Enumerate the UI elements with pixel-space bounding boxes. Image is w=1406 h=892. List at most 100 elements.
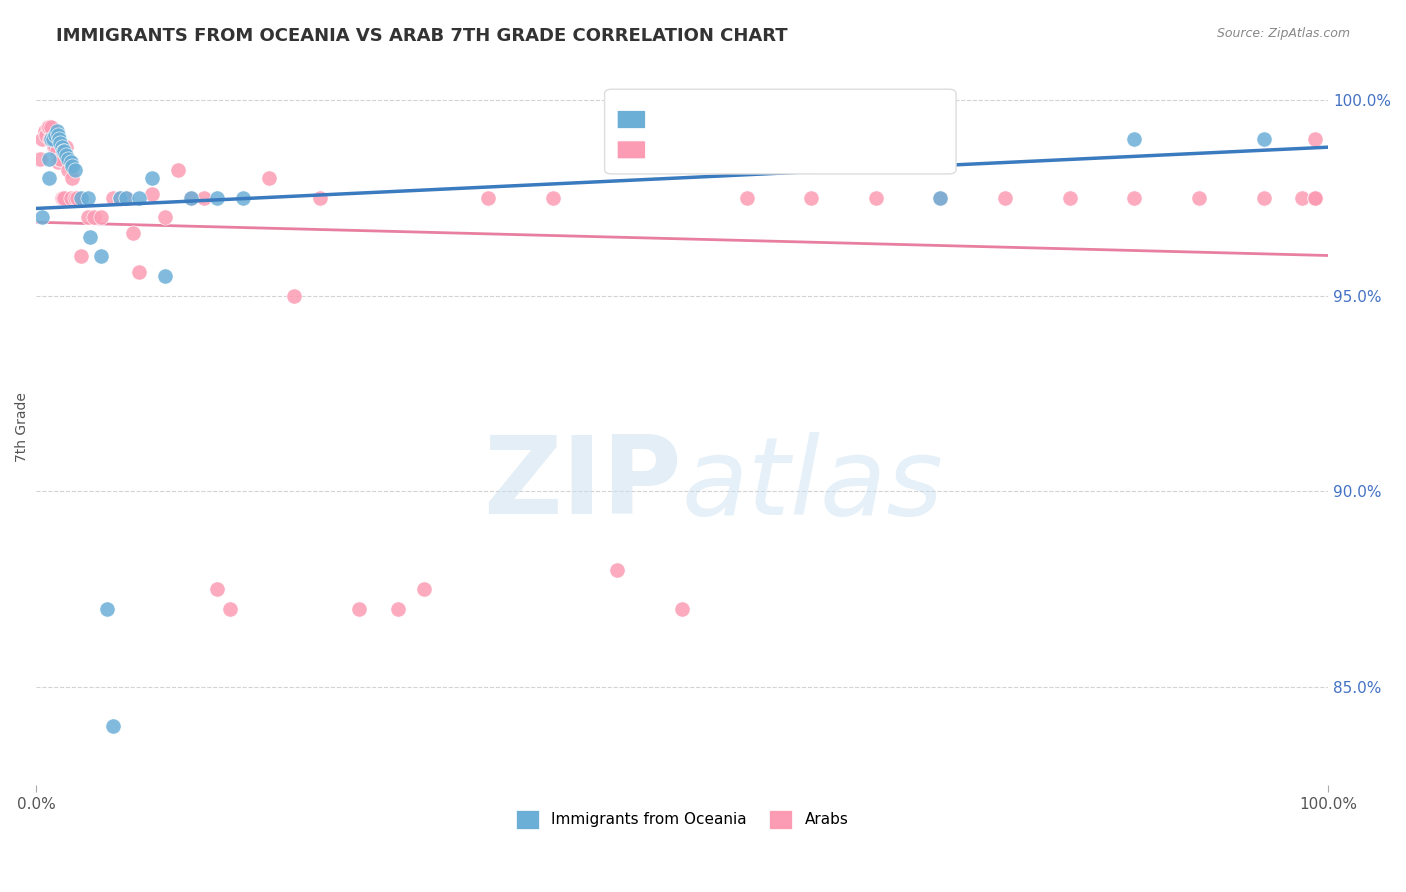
Point (46, 128, 69, 142)
Point (42, 132, 65, 146)
Point (52, 191, 75, 205)
Point (66, 191, 89, 205)
Point (153, 211, 176, 225)
Point (70, 250, 93, 264)
Point (218, 602, 240, 616)
Point (35, 128, 58, 142)
Point (60, 160, 83, 174)
Point (1123, 132, 1146, 146)
Point (1188, 191, 1211, 205)
Point (309, 191, 332, 205)
Point (38, 171, 60, 186)
Point (257, 171, 280, 186)
Text: ZIP: ZIP (484, 431, 682, 537)
Point (1291, 191, 1313, 205)
Point (387, 602, 409, 616)
Point (90, 250, 112, 264)
Point (52, 144, 75, 158)
Point (45, 144, 67, 158)
Point (79, 230, 101, 244)
Point (128, 265, 150, 279)
Point (1253, 132, 1275, 146)
Point (412, 582, 434, 597)
Point (180, 191, 202, 205)
Point (108, 191, 131, 205)
Point (994, 191, 1017, 205)
Point (96, 602, 118, 616)
Point (1059, 191, 1081, 205)
Point (606, 563, 628, 577)
Text: R =: R = (651, 107, 685, 122)
Point (121, 226, 143, 240)
Point (1303, 191, 1326, 205)
Point (49, 152, 72, 166)
Point (1123, 191, 1146, 205)
Point (53, 191, 76, 205)
Point (167, 163, 190, 178)
Text: R =: R = (651, 136, 685, 152)
Point (51, 191, 73, 205)
Text: atlas: atlas (682, 432, 943, 537)
Point (1303, 191, 1326, 205)
Point (865, 132, 887, 146)
Point (180, 191, 202, 205)
Point (76, 191, 98, 205)
Point (59, 191, 82, 205)
Point (51, 140, 73, 154)
Point (55, 140, 77, 154)
Point (671, 602, 693, 616)
Point (45, 124, 67, 138)
Point (103, 191, 125, 205)
Point (42, 140, 65, 154)
Point (193, 191, 215, 205)
Text: 0.317: 0.317 (685, 107, 733, 122)
Point (205, 191, 228, 205)
Point (49, 136, 72, 150)
Point (31, 132, 53, 146)
Point (76, 211, 98, 225)
Point (141, 171, 163, 186)
Point (46, 155, 69, 169)
Point (115, 191, 138, 205)
Legend: Immigrants from Oceania, Arabs: Immigrants from Oceania, Arabs (509, 804, 855, 835)
Point (1253, 191, 1275, 205)
Point (28, 152, 51, 166)
Point (103, 719, 125, 733)
Point (38, 152, 60, 166)
Point (541, 191, 564, 205)
Point (108, 191, 131, 205)
Point (929, 191, 952, 205)
Point (58, 152, 80, 166)
Point (128, 191, 150, 205)
Point (31, 211, 53, 225)
Text: IMMIGRANTS FROM OCEANIA VS ARAB 7TH GRADE CORRELATION CHART: IMMIGRANTS FROM OCEANIA VS ARAB 7TH GRAD… (56, 27, 787, 45)
Text: N = 64: N = 64 (741, 136, 799, 152)
Point (41, 120, 63, 135)
Point (55, 147, 77, 161)
Point (477, 191, 499, 205)
Point (141, 186, 163, 201)
Text: N = 37: N = 37 (741, 107, 799, 122)
Point (48, 152, 70, 166)
Point (59, 155, 82, 169)
Point (205, 582, 228, 597)
Point (70, 191, 93, 205)
Point (735, 191, 758, 205)
Point (63, 163, 86, 178)
Point (44, 128, 66, 142)
Point (37, 120, 59, 135)
Point (42, 132, 65, 146)
Point (41, 132, 63, 146)
Y-axis label: 7th Grade: 7th Grade (15, 392, 30, 462)
Point (865, 191, 887, 205)
Text: -0.049: -0.049 (685, 136, 740, 152)
Point (63, 191, 86, 205)
Point (39, 132, 62, 146)
Point (90, 211, 112, 225)
Text: Source: ZipAtlas.com: Source: ZipAtlas.com (1216, 27, 1350, 40)
Point (347, 602, 370, 616)
Point (929, 191, 952, 205)
Point (800, 191, 823, 205)
Point (83, 211, 105, 225)
Point (115, 191, 138, 205)
